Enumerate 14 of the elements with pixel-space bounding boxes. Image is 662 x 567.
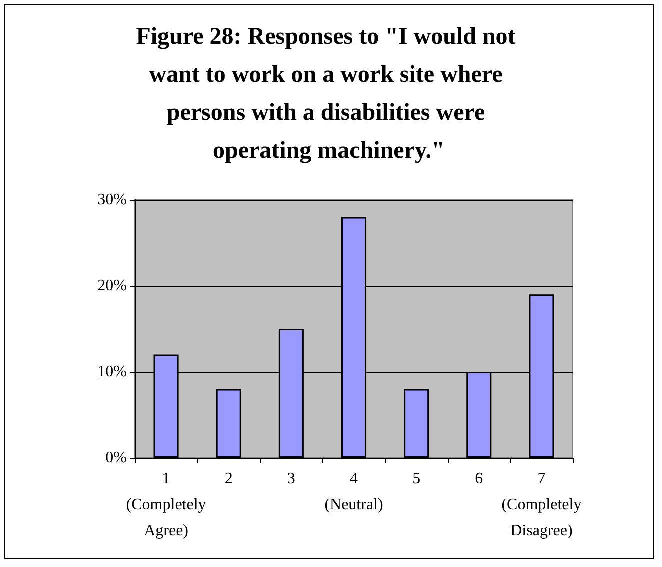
y-tick-label: 0%: [106, 450, 127, 466]
x-tick-label: 4 (Neutral): [324, 470, 384, 514]
bar: [404, 389, 430, 458]
y-tick-label: 20%: [98, 278, 127, 294]
x-tick-label: 5: [412, 470, 421, 488]
bar: [216, 389, 242, 458]
y-tick-label: 10%: [98, 364, 127, 380]
x-tick-label: 6: [475, 470, 484, 488]
x-tick-label: 7 (Completely Disagree): [502, 470, 582, 540]
x-tick-label: 2: [224, 470, 233, 488]
chart-title: Figure 28: Responses to "I would not want to work on a work site where persons with a disabilities were operating machinery.": [136, 24, 522, 164]
x-tick-label: 1 (Completely Agree): [126, 470, 206, 540]
x-tick-label: 3: [287, 470, 296, 488]
y-tick-label: 30%: [98, 192, 127, 208]
